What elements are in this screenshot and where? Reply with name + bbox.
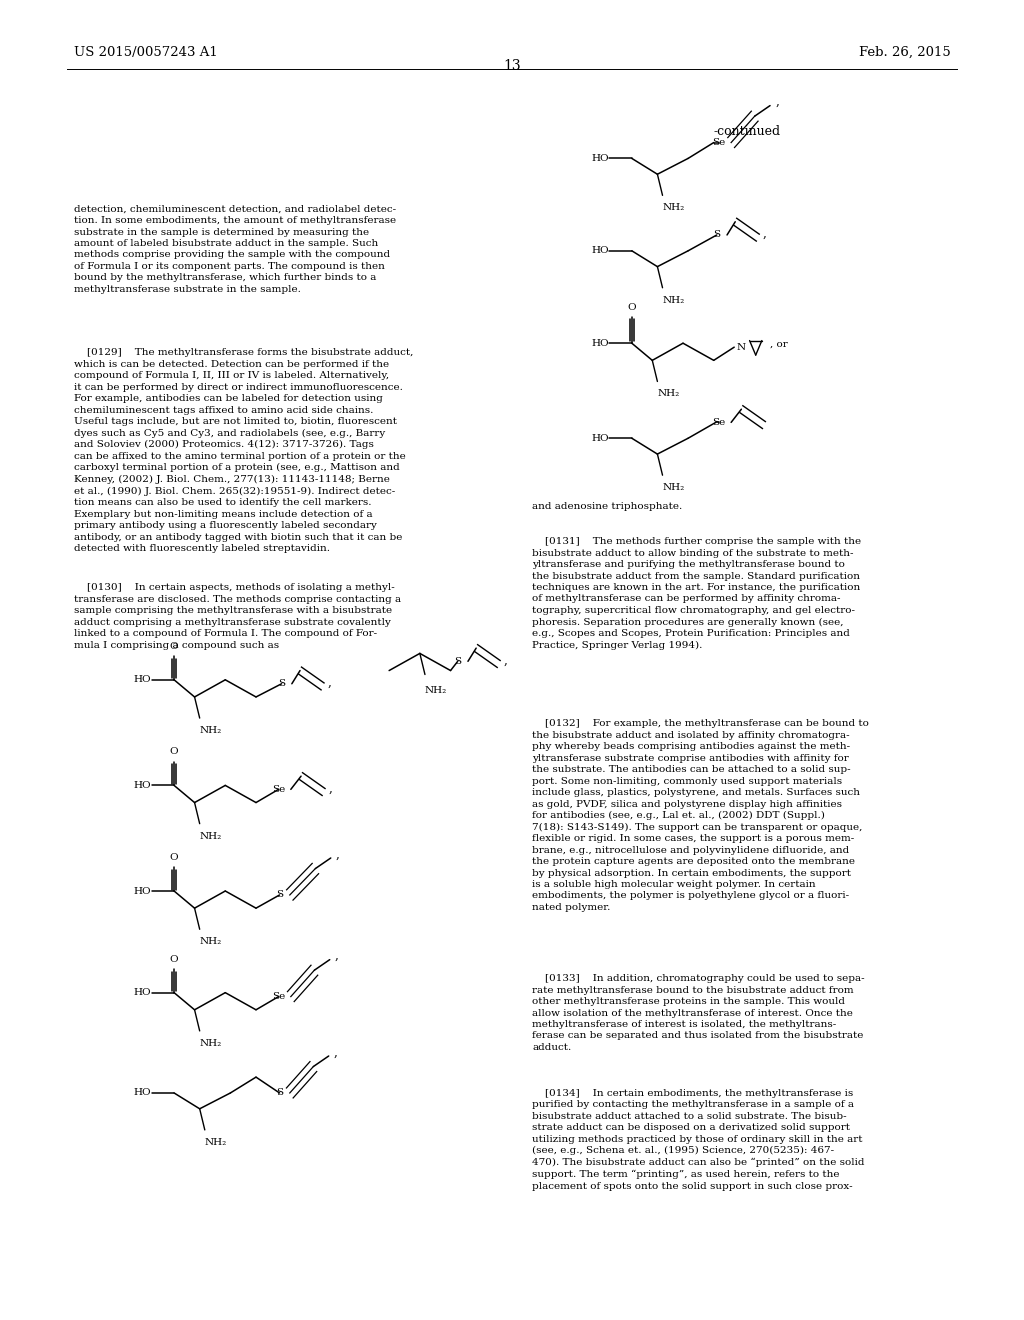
Text: HO: HO [592,434,609,442]
Text: [0133]    In addition, chromatography could be used to sepa-
rate methyltransfer: [0133] In addition, chromatography could… [532,974,865,1052]
Text: HO: HO [134,1089,152,1097]
Text: HO: HO [134,989,152,997]
Text: Se: Se [713,418,725,426]
Text: ,: , [763,227,767,240]
Text: [0132]    For example, the methyltransferase can be bound to
the bisubstrate add: [0132] For example, the methyltransferas… [532,719,869,912]
Text: ,: , [335,949,339,962]
Text: NH₂: NH₂ [200,832,222,841]
Text: NH₂: NH₂ [663,203,685,213]
Text: S: S [276,891,283,899]
Text: NH₂: NH₂ [200,726,222,735]
Text: ,: , [336,847,340,861]
Text: Feb. 26, 2015: Feb. 26, 2015 [858,46,950,59]
Text: [0130]    In certain aspects, methods of isolating a methyl-
transferase are dis: [0130] In certain aspects, methods of is… [74,583,400,649]
Text: [0134]    In certain embodiments, the methyltransferase is
purified by contactin: [0134] In certain embodiments, the methy… [532,1089,865,1191]
Text: , or: , or [770,341,787,348]
Text: ,: , [334,1045,338,1059]
Text: ,: , [775,95,779,108]
Text: Se: Se [272,993,285,1001]
Text: O: O [170,853,178,862]
Text: HO: HO [134,781,152,789]
Text: NH₂: NH₂ [425,686,447,696]
Text: HO: HO [592,247,609,255]
Text: O: O [628,302,636,312]
Text: US 2015/0057243 A1: US 2015/0057243 A1 [74,46,217,59]
Text: O: O [170,747,178,756]
Text: S: S [455,657,461,665]
Text: S: S [279,680,285,688]
Text: O: O [170,642,178,651]
Text: [0129]    The methyltransferase forms the bisubstrate adduct,
which is can be de: [0129] The methyltransferase forms the b… [74,348,413,553]
Text: N: N [736,343,745,351]
Text: NH₂: NH₂ [200,937,222,946]
Text: ,: , [504,653,508,667]
Text: HO: HO [592,154,609,162]
Text: HO: HO [134,887,152,895]
Text: ,: , [329,781,333,795]
Text: NH₂: NH₂ [657,389,680,399]
Text: S: S [714,231,720,239]
Text: [0131]    The methods further comprise the sample with the
bisubstrate adduct to: [0131] The methods further comprise the … [532,537,861,649]
Text: HO: HO [134,676,152,684]
Text: detection, chemiluminescent detection, and radiolabel detec-
tion. In some embod: detection, chemiluminescent detection, a… [74,205,396,294]
Text: NH₂: NH₂ [205,1138,227,1147]
Text: S: S [276,1089,283,1097]
Text: NH₂: NH₂ [663,296,685,305]
Text: Se: Se [272,785,285,793]
Text: NH₂: NH₂ [200,1039,222,1048]
Text: ,: , [328,676,332,689]
Text: -continued: -continued [714,125,781,139]
Text: Se: Se [713,139,725,147]
Text: HO: HO [592,339,609,347]
Text: 13: 13 [503,59,521,74]
Text: O: O [170,954,178,964]
Text: NH₂: NH₂ [663,483,685,492]
Text: and adenosine triphosphate.: and adenosine triphosphate. [532,502,683,511]
